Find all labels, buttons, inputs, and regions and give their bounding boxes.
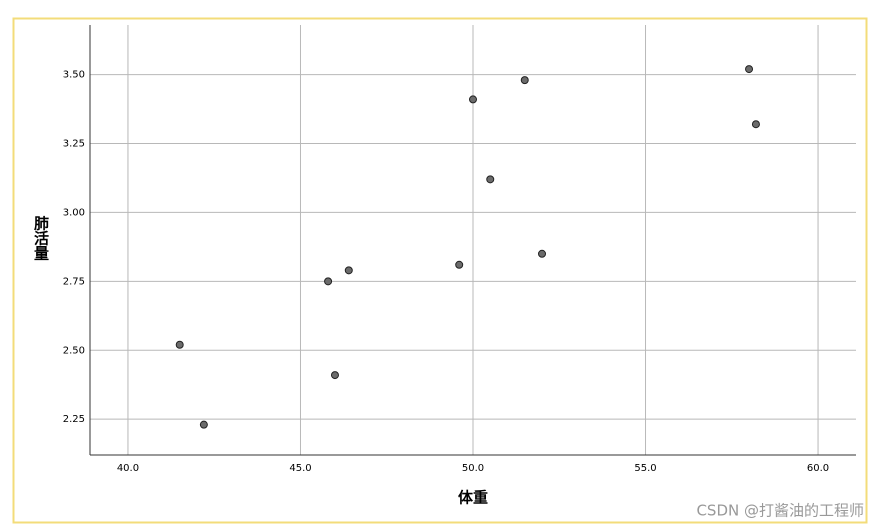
- point: [330, 371, 339, 380]
- point: [175, 340, 184, 349]
- frame: [12, 17, 868, 524]
- point: [538, 249, 547, 258]
- point: [751, 120, 760, 129]
- point: [469, 95, 477, 104]
- y-axis-label: 肺活量: [32, 215, 50, 261]
- point: [745, 65, 754, 74]
- x-axis-label: 体重: [458, 489, 488, 507]
- x-tick-label: 50.0: [462, 463, 484, 474]
- y-tick-label: 2.50: [63, 345, 85, 356]
- point: [344, 266, 353, 275]
- point: [486, 175, 495, 184]
- x-tick-label: 45.0: [289, 463, 311, 474]
- y-tick-label: 3.25: [63, 139, 85, 150]
- watermark: CSDN @打酱油的工程师: [696, 502, 864, 520]
- point: [199, 420, 208, 429]
- point: [520, 76, 529, 85]
- y-tick-label: 3.00: [63, 207, 85, 218]
- y-tick-label: 2.25: [63, 414, 85, 425]
- x-tick-label: 55.0: [634, 463, 656, 474]
- point: [455, 260, 464, 269]
- y-tick-label: 2.75: [63, 276, 85, 287]
- point: [324, 277, 333, 286]
- x-tick-label: 40.0: [117, 463, 139, 474]
- y-tick-label: 3.50: [63, 70, 85, 81]
- x-tick-label: 60.0: [807, 463, 829, 474]
